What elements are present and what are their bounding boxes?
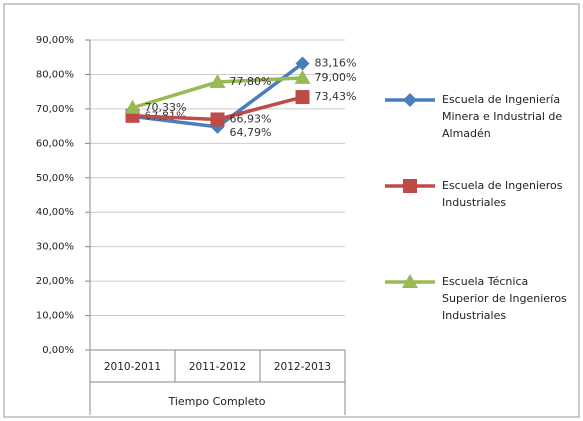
- legend-label: Escuela Técnica Superior de Ingenieros Ind…: [442, 275, 567, 322]
- data-label: 77,80%: [230, 75, 272, 88]
- x-tick-label: 2011-2012: [189, 361, 246, 373]
- y-tick-label: 40,00%: [36, 207, 74, 218]
- data-label: 79,00%: [315, 71, 357, 84]
- y-tick-label: 10,00%: [36, 311, 74, 322]
- point: [124, 99, 141, 114]
- point: [295, 90, 310, 105]
- y-tick-label: 50,00%: [36, 173, 74, 184]
- y-tick-label: 80,00%: [36, 69, 74, 80]
- y-tick-label: 70,00%: [36, 104, 74, 115]
- y-tick-label: 30,00%: [36, 242, 74, 253]
- data-label: 64,79%: [230, 126, 272, 139]
- point: [294, 69, 311, 84]
- point: [210, 112, 225, 127]
- point: [403, 179, 417, 193]
- point: [403, 93, 417, 107]
- data-label: 66,93%: [230, 112, 272, 125]
- point: [402, 274, 418, 288]
- legend-label: Escuela de Ingeniería Minera e Industrial…: [442, 93, 562, 140]
- point: [209, 74, 226, 89]
- y-tick-label: 60,00%: [36, 138, 74, 149]
- point: [295, 56, 310, 71]
- data-label: 83,16%: [315, 57, 357, 70]
- y-tick-label: 90,00%: [36, 35, 74, 46]
- x-tick-label: 2010-2011: [104, 361, 161, 373]
- data-label: 73,43%: [315, 90, 357, 103]
- x-tick-label: 2012-2013: [274, 361, 331, 373]
- y-tick-label: 0,00%: [42, 345, 74, 356]
- legend-label: Escuela de Ingenieros Industriales: [442, 179, 563, 209]
- data-label: 70,33%: [145, 101, 187, 114]
- x-axis-title: Tiempo Completo: [167, 395, 265, 408]
- y-tick-label: 20,00%: [36, 276, 74, 287]
